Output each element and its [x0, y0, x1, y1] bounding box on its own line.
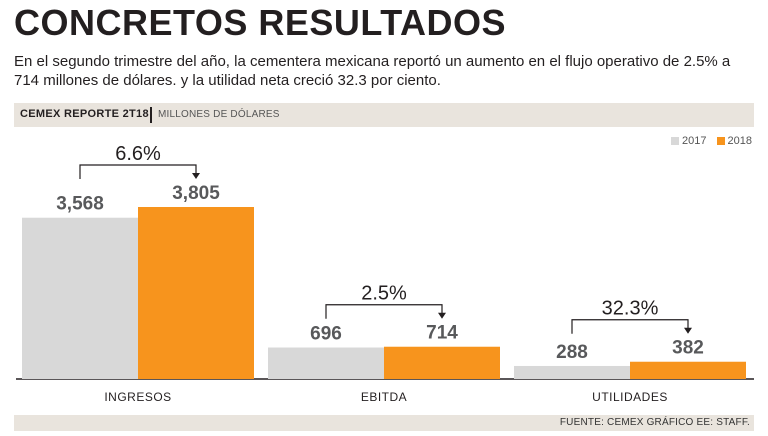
value-label-ebitda-2017: 696	[310, 324, 342, 345]
bar-ebitda-2017	[268, 347, 384, 379]
value-label-ingresos-2017: 3,568	[56, 194, 104, 215]
bar-ebitda-2018	[384, 346, 500, 379]
bracket-arrow-ebitda	[438, 312, 446, 319]
category-label-ebitda: EBITDA	[361, 390, 407, 404]
bar-utilidades-2018	[630, 361, 746, 379]
legend-label-2017: 2017	[682, 135, 707, 147]
value-label-utilidades-2017: 288	[556, 342, 588, 363]
footer-band: FUENTE: CEMEX GRÁFICO EE: STAFF.	[14, 415, 754, 431]
value-label-ebitda-2018: 714	[426, 323, 458, 344]
category-label-utilidades: UTILIDADES	[592, 390, 668, 404]
bar-utilidades-2017	[514, 365, 630, 379]
bracket-ingresos	[79, 164, 197, 179]
value-label-ingresos-2018: 3,805	[172, 183, 220, 204]
legend-item-2017: 2017	[671, 135, 707, 147]
dek-text: En el segundo trimestre del año, la ceme…	[14, 53, 731, 89]
source-credit: FUENTE: CEMEX GRÁFICO EE: STAFF.	[559, 417, 750, 428]
legend-swatch-2017	[671, 137, 680, 145]
bracket-arrow-ingresos	[192, 173, 200, 179]
category-label-ingresos: INGRESOS	[104, 390, 171, 404]
legend-label-2018: 2018	[727, 135, 752, 147]
bracket-utilidades	[571, 319, 689, 334]
change-label-utilidades: 32.3%	[602, 298, 659, 320]
units-label: MILLONES DE DÓLARES	[158, 109, 280, 120]
change-label-ebitda: 2.5%	[361, 283, 407, 305]
bar-ingresos-2018	[138, 207, 254, 379]
chart-title: CEMEX REPORTE 2T18	[20, 108, 149, 120]
chart-header-band: CEMEX REPORTE 2T18 MILLONES DE DÓLARES	[14, 103, 754, 127]
bar-ingresos-2017	[22, 217, 138, 379]
change-label-ingresos: 6.6%	[115, 143, 161, 165]
headline: CONCRETOS RESULTADOS	[14, 2, 507, 43]
legend: 2017 2018	[671, 135, 752, 147]
value-label-utilidades-2018: 382	[672, 338, 704, 359]
legend-item-2018: 2018	[716, 135, 752, 147]
header-divider	[150, 107, 152, 123]
bracket-arrow-utilidades	[684, 327, 692, 334]
bracket-ebitda	[325, 304, 443, 319]
legend-swatch-2018	[716, 137, 725, 145]
